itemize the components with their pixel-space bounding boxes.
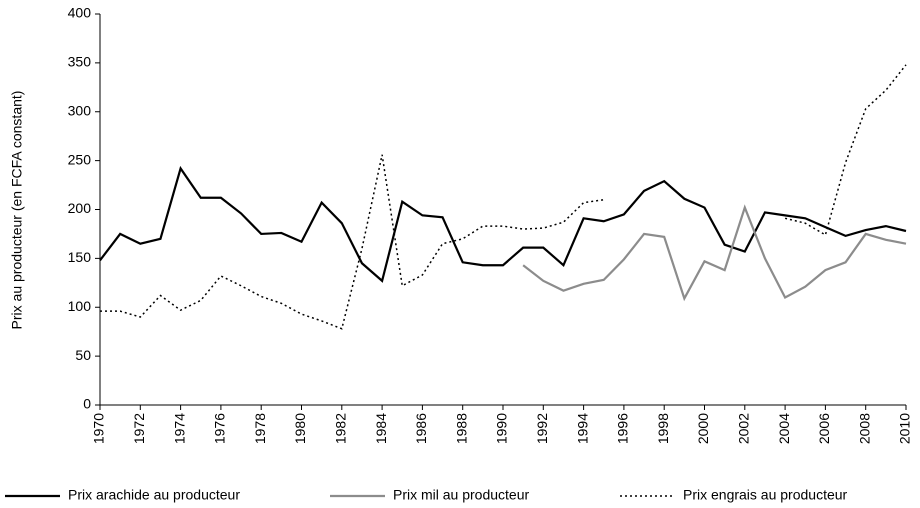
x-tick-label: 1994 — [574, 413, 590, 444]
x-tick-label: 1998 — [655, 413, 671, 444]
y-tick-label: 50 — [75, 347, 91, 363]
y-tick-label: 300 — [68, 102, 92, 118]
x-tick-label: 2006 — [816, 413, 832, 444]
x-tick-label: 1978 — [252, 413, 268, 444]
x-tick-label: 1972 — [131, 413, 147, 444]
legend-label: Prix engrais au producteur — [683, 487, 848, 503]
y-tick-label: 350 — [68, 54, 92, 70]
series-line — [99, 165, 907, 283]
legend-label: Prix arachide au producteur — [68, 487, 240, 503]
y-tick-label: 200 — [68, 200, 92, 216]
series-line — [522, 204, 907, 302]
y-tick-label: 250 — [68, 151, 92, 167]
y-tick-label: 100 — [68, 298, 92, 314]
x-tick-label: 1982 — [333, 413, 349, 444]
y-axis-label: Prix au producteur (en FCFA constant) — [9, 91, 25, 330]
x-tick-label: 1990 — [494, 413, 510, 444]
x-tick-label: 2000 — [695, 413, 711, 444]
x-tick-label: 1976 — [212, 413, 228, 444]
x-tick-label: 1988 — [453, 413, 469, 444]
x-tick-label: 1974 — [171, 413, 187, 444]
x-tick-label: 2004 — [776, 413, 792, 444]
x-tick-label: 1984 — [373, 413, 389, 444]
y-tick-label: 0 — [83, 396, 91, 412]
x-tick-label: 1980 — [292, 413, 308, 444]
y-tick-label: 150 — [68, 249, 92, 265]
x-tick-label: 1992 — [534, 413, 550, 444]
x-tick-label: 2008 — [856, 413, 872, 444]
series-line — [100, 64, 907, 330]
x-tick-label: 2002 — [736, 413, 752, 444]
y-tick-label: 400 — [68, 5, 92, 21]
x-tick-label: 2010 — [897, 413, 913, 444]
legend-label: Prix mil au producteur — [393, 487, 530, 503]
x-tick-label: 1996 — [615, 413, 631, 444]
x-tick-label: 1970 — [91, 413, 107, 444]
x-tick-label: 1986 — [413, 413, 429, 444]
